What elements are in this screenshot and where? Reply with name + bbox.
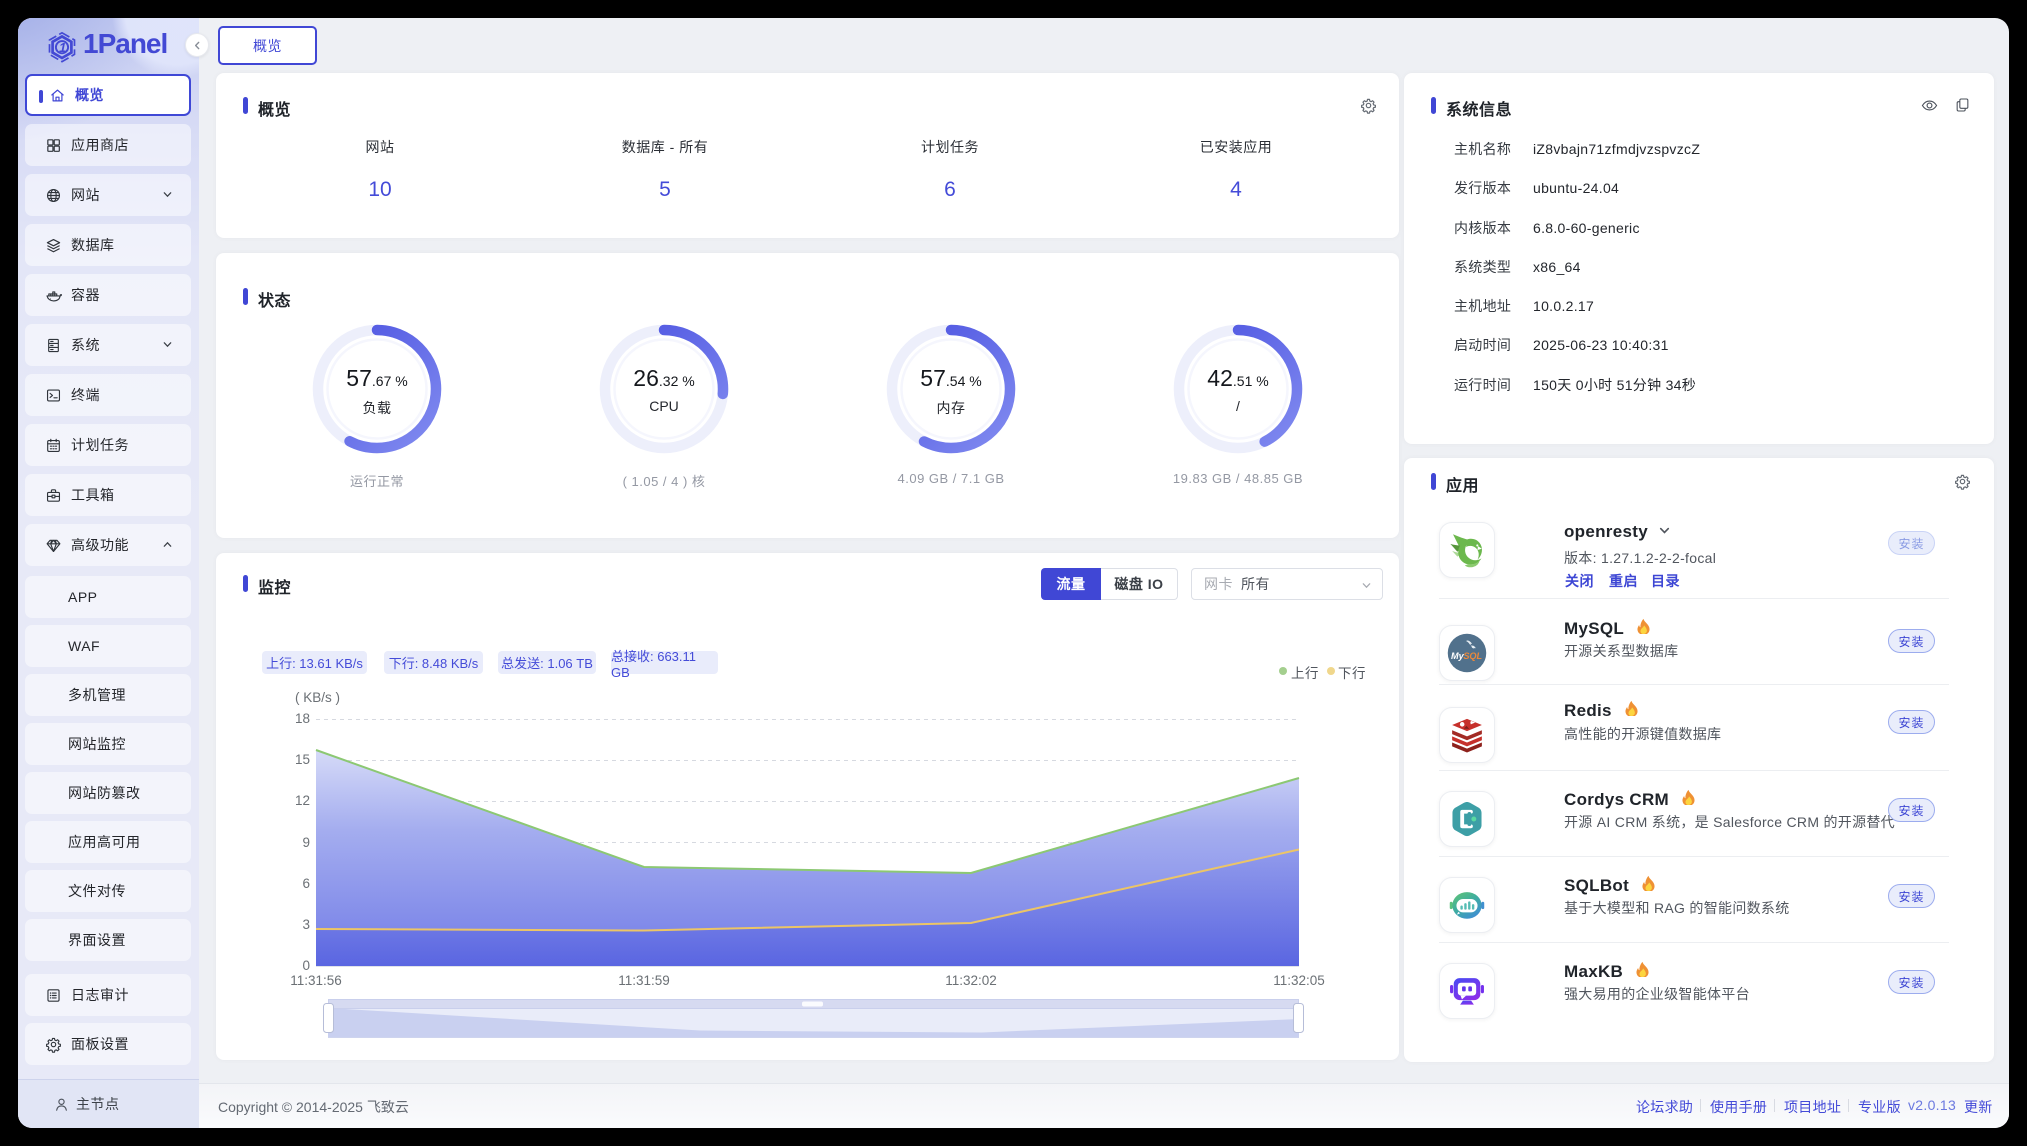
- svg-text:My: My: [1451, 651, 1465, 661]
- svg-text:1: 1: [59, 40, 66, 55]
- svg-text:SQL: SQL: [1463, 651, 1482, 661]
